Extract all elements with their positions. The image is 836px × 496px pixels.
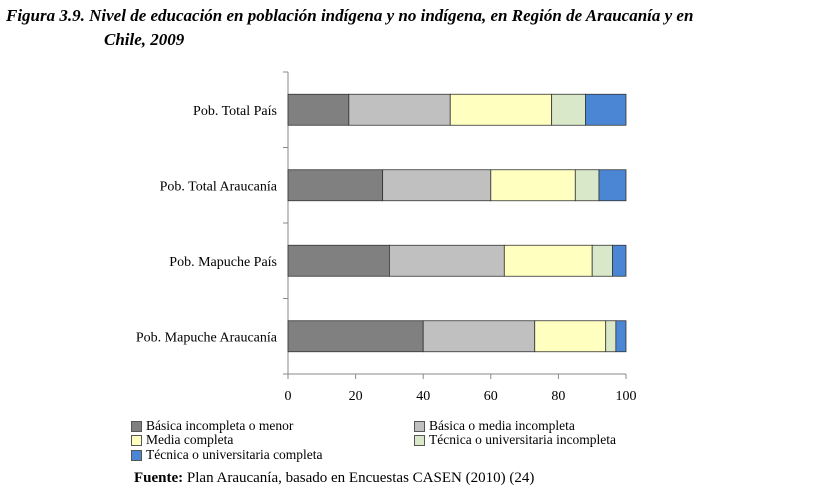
bar-segment xyxy=(574,169,600,202)
bar-segment xyxy=(449,93,553,126)
category-label: Pob. Total Araucanía xyxy=(160,179,278,194)
bar-segment xyxy=(503,244,593,277)
figure-title-line2: Chile, 2009 xyxy=(104,30,185,49)
bar-segment xyxy=(490,169,576,202)
legend-item-tecnica-completa: Técnica o universitaria completa xyxy=(131,447,323,463)
x-tick-label: 20 xyxy=(349,389,363,404)
figure-title-line1: Figura 3.9. Nivel de educación en poblac… xyxy=(6,6,694,25)
bar-segment xyxy=(612,244,627,277)
bar-segment xyxy=(605,320,617,353)
legend-label-media-completa: Media completa xyxy=(146,432,234,447)
legend-item-media-completa: Media completa xyxy=(131,432,233,448)
bar-segment xyxy=(382,169,492,202)
bar-segment xyxy=(534,320,607,353)
legend-item-basica-media: Básica o media incompleta xyxy=(414,418,575,434)
legend-swatch-tecnica-completa xyxy=(131,449,142,461)
bar-segment xyxy=(388,244,505,277)
source-text: Plan Araucanía, basado en Encuestas CASE… xyxy=(183,470,535,486)
bar-segment xyxy=(551,93,586,126)
legend-item-basica-incompleta: Básica incompleta o menor xyxy=(131,418,293,434)
legend-label-tecnica-incompleta: Técnica o universitaria incompleta xyxy=(429,432,617,447)
legend-label-basica-incompleta: Básica incompleta o menor xyxy=(146,418,294,433)
bar-segment xyxy=(348,93,451,126)
x-tick-label: 100 xyxy=(616,389,637,404)
legend-item-tecnica-incompleta: Técnica o universitaria incompleta xyxy=(414,432,616,448)
x-tick-label: 40 xyxy=(416,389,430,404)
bar-segment xyxy=(585,93,627,126)
bar-segment xyxy=(591,244,613,277)
bar-segment xyxy=(287,169,384,202)
x-tick-label: 0 xyxy=(285,389,292,404)
x-tick-label: 60 xyxy=(484,389,498,404)
legend-label-basica-media: Básica o media incompleta xyxy=(429,418,575,433)
category-label: Pob. Mapuche País xyxy=(169,255,277,270)
legend-swatch-media-completa xyxy=(131,434,142,446)
legend-swatch-basica-incompleta xyxy=(131,420,142,432)
bar-segment xyxy=(287,93,350,126)
figure-source: Fuente: Plan Araucanía, basado en Encues… xyxy=(134,470,534,487)
bar-segment xyxy=(615,320,627,353)
category-label: Pob. Mapuche Araucanía xyxy=(136,330,278,345)
legend-swatch-basica-media xyxy=(414,420,425,432)
bar-segment xyxy=(287,320,424,353)
bar-segment xyxy=(598,169,627,202)
bar-segment xyxy=(422,320,536,353)
category-label: Pob. Total País xyxy=(193,104,277,119)
x-tick-label: 80 xyxy=(551,389,565,404)
legend-swatch-tecnica-incompleta xyxy=(414,434,425,446)
source-label: Fuente: xyxy=(134,470,184,486)
bar-segment xyxy=(287,244,390,277)
legend-label-tecnica-completa: Técnica o universitaria completa xyxy=(146,447,323,462)
